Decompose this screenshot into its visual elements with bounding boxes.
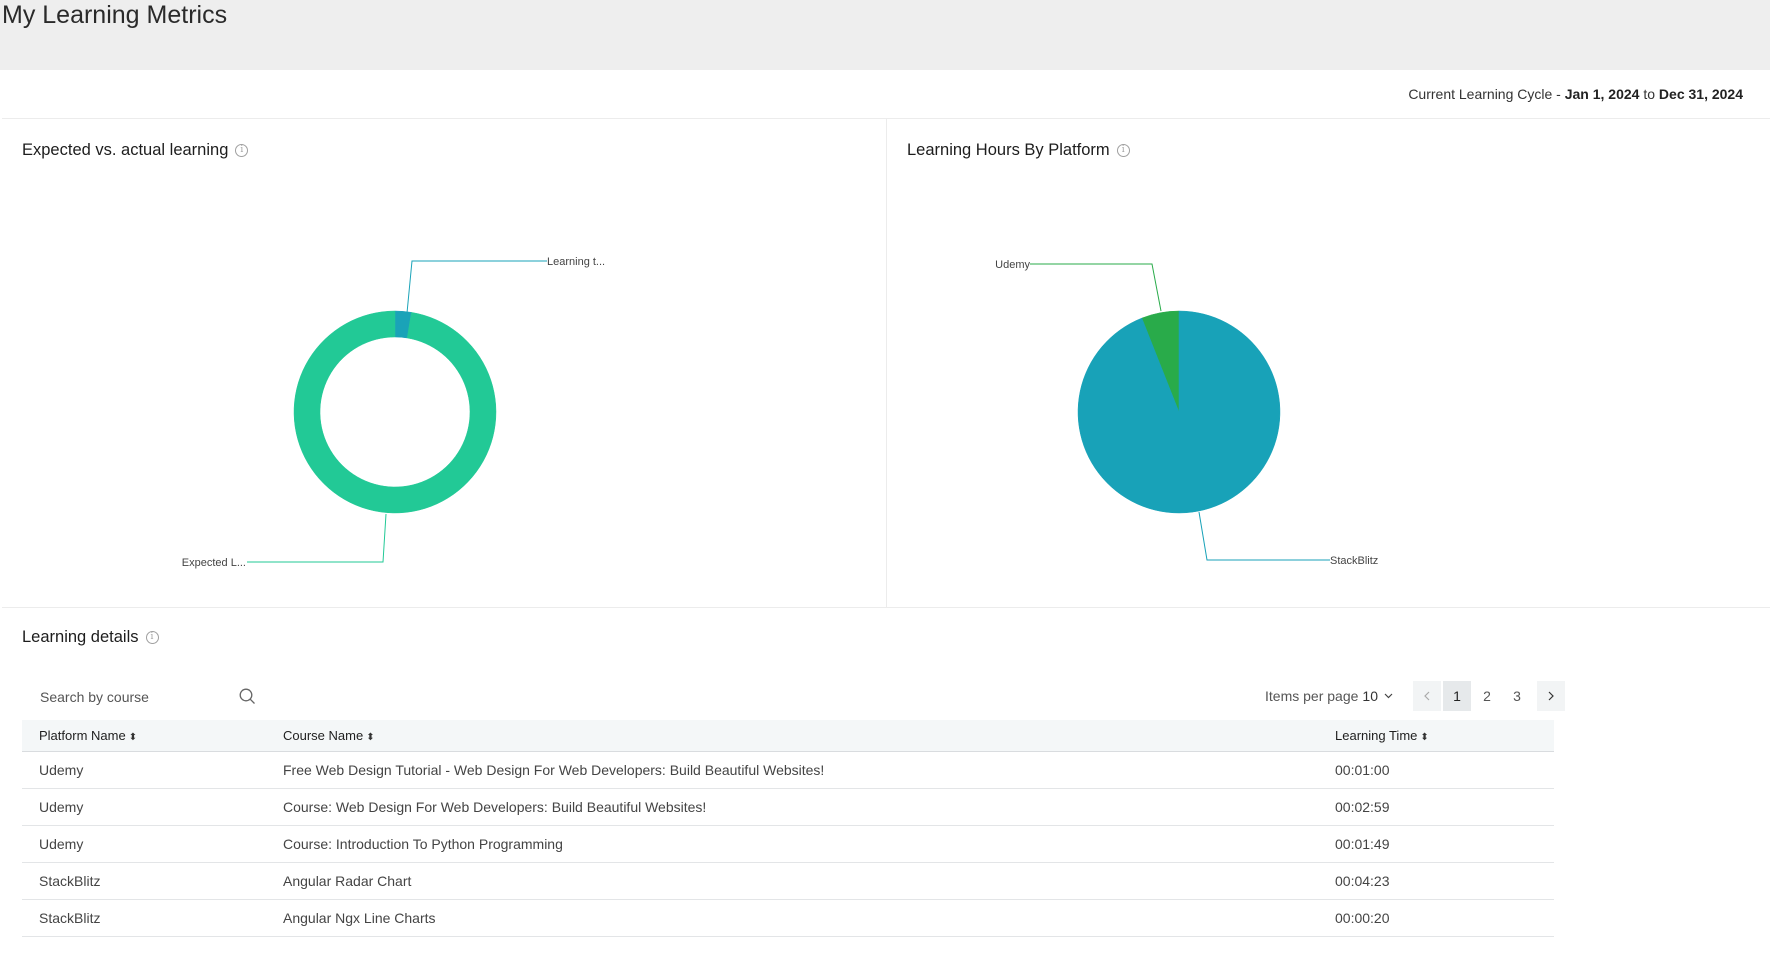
cycle-start-date: Jan 1, 2024 [1564, 86, 1640, 102]
learning-hours-pie-chart: Udemy StackBlitz [995, 259, 1378, 567]
page-button-1[interactable]: 1 [1443, 681, 1471, 711]
learning-time-column-header[interactable]: Learning Time ⬍ [1318, 720, 1554, 751]
platform-cell: Udemy [39, 798, 84, 815]
search-icon[interactable] [239, 688, 256, 705]
next-page-button[interactable] [1537, 681, 1565, 711]
learning-time-cell: 00:01:00 [1335, 761, 1390, 778]
platform-cell: StackBlitz [39, 872, 101, 889]
learning-details-title-text: Learning details [22, 628, 139, 646]
course-name-column-header[interactable]: Course Name ⬍ [266, 720, 1318, 751]
slice-label: Udemy [995, 259, 1030, 271]
platform-name-header-label: Platform Name [39, 727, 126, 743]
learning-time-cell: 00:00:20 [1335, 909, 1390, 926]
chevron-left-icon [1424, 691, 1430, 701]
chevron-right-icon [1548, 691, 1554, 701]
learning-time-cell: 00:01:49 [1335, 835, 1390, 852]
course-cell: Angular Ngx Line Charts [283, 909, 436, 926]
previous-page-button[interactable] [1413, 681, 1441, 711]
platform-cell: Udemy [39, 835, 84, 852]
pie-slice-expected-l[interactable] [293, 310, 497, 514]
sort-icon[interactable]: ⬍ [1420, 731, 1429, 743]
learning-cycle-bar: Current Learning Cycle - Jan 1, 2024 to … [2, 70, 1770, 119]
learning-hours-title: Learning Hours By Platform i [907, 141, 1130, 160]
learning-time-cell: 00:02:59 [1335, 798, 1390, 815]
table-row[interactable]: Udemy Course: Introduction To Python Pro… [22, 825, 1554, 862]
table-row[interactable]: StackBlitz Angular Radar Chart 00:04:23 [22, 862, 1554, 899]
learning-cycle-text: Current Learning Cycle - Jan 1, 2024 to … [1408, 86, 1743, 102]
page-button-3[interactable]: 3 [1513, 688, 1521, 704]
metrics-card: Current Learning Cycle - Jan 1, 2024 to … [2, 70, 1770, 977]
learning-hours-panel: Learning Hours By Platform i Udemy StackB… [887, 119, 1770, 608]
info-icon[interactable]: i [235, 144, 249, 157]
items-per-page-select[interactable]: 10 [1362, 688, 1393, 704]
course-cell: Course: Web Design For Web Developers: B… [283, 798, 707, 815]
course-name-header-label: Course Name [283, 727, 364, 743]
info-icon[interactable]: i [1116, 144, 1130, 157]
expected-vs-actual-title: Expected vs. actual learning i [22, 141, 249, 160]
slice-label: Expected L... [182, 557, 246, 569]
search-box [24, 680, 264, 714]
platform-cell: StackBlitz [39, 909, 101, 926]
course-cell: Angular Radar Chart [283, 872, 412, 889]
expected-vs-actual-panel: Expected vs. actual learning i Learning … [2, 119, 887, 608]
course-cell: Course: Introduction To Python Programmi… [283, 835, 563, 852]
table-row[interactable]: StackBlitz Angular Ngx Line Charts 00:00… [22, 899, 1554, 936]
search-input[interactable] [24, 680, 264, 714]
table-row[interactable]: Udemy Course: Web Design For Web Develop… [22, 788, 1554, 825]
expected-vs-actual-title-text: Expected vs. actual learning [22, 141, 229, 159]
slice-label-leader-line [1030, 263, 1162, 312]
learning-details-title: Learning details i [22, 628, 159, 647]
chevron-down-icon [1384, 693, 1393, 699]
page-header: My Learning Metrics [0, 0, 1770, 70]
sort-icon[interactable]: ⬍ [128, 731, 138, 743]
pie-slice-stackblitz[interactable] [1077, 310, 1281, 514]
learning-time-cell: 00:04:23 [1335, 872, 1390, 889]
info-icon[interactable]: i [145, 631, 159, 644]
page-title: My Learning Metrics [2, 1, 228, 29]
cycle-end-date: Dec 31, 2024 [1658, 86, 1743, 102]
table-header-row: Platform Name ⬍ Course Name ⬍ Learning Tim… [22, 720, 1554, 751]
page-button-2[interactable]: 2 [1483, 688, 1491, 704]
learning-time-header-label: Learning Time [1335, 727, 1418, 743]
cycle-separator: to [1639, 86, 1659, 102]
items-per-page-label: Items per page [1265, 688, 1359, 704]
pagination: Items per page 10 1 2 3 [1265, 680, 1565, 712]
learning-hours-title-text: Learning Hours By Platform [907, 141, 1110, 159]
expected-vs-actual-donut-chart: Learning t... Expected L... [182, 256, 605, 569]
items-per-page-value: 10 [1362, 688, 1378, 704]
slice-label-leader-line [1198, 511, 1330, 561]
slice-label-leader-line [247, 513, 387, 563]
table-row[interactable]: Udemy Free Web Design Tutorial - Web Des… [22, 751, 1554, 788]
slice-label: Learning t... [547, 256, 605, 268]
learning-details-table: Platform Name ⬍ Course Name ⬍ Learning Tim… [22, 720, 1554, 937]
course-cell: Free Web Design Tutorial - Web Design Fo… [283, 761, 825, 778]
slice-label: StackBlitz [1330, 555, 1378, 567]
sort-icon[interactable]: ⬍ [366, 731, 375, 743]
platform-cell: Udemy [39, 761, 84, 778]
slice-label-leader-line [406, 260, 547, 314]
cycle-prefix: Current Learning Cycle - [1408, 86, 1565, 102]
platform-name-column-header[interactable]: Platform Name ⬍ [22, 720, 266, 751]
learning-details-section: Learning details i Items per page 10 1 2… [2, 608, 1770, 977]
